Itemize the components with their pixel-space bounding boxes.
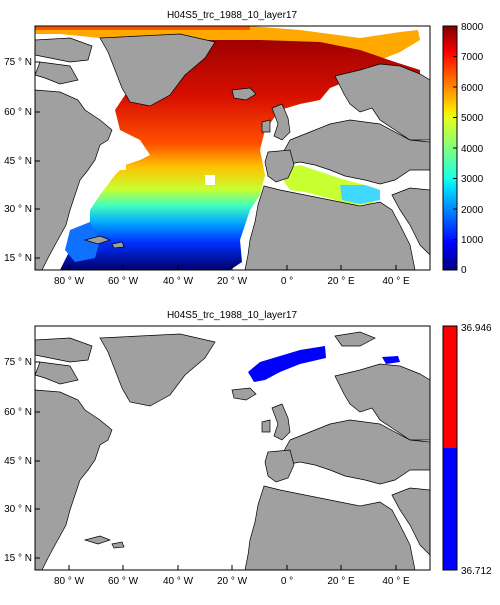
lat-tick-label: 15 ° N — [4, 553, 32, 564]
lat-tick-label: 60 ° N — [4, 107, 32, 118]
colorbar-tick-label: 1000 — [461, 235, 484, 246]
lon-tick-label: 80 ° W — [54, 576, 85, 587]
lon-tick-label: 40 ° W — [163, 576, 194, 587]
lat-tick-label: 75 ° N — [4, 57, 32, 68]
latitude-ticks: 75 ° N 60 ° N 45 ° N 30 ° N 15 ° N — [4, 57, 40, 264]
colorbar-tick-label: 0 — [461, 265, 467, 276]
longitude-ticks: 80 ° W 60 ° W 40 ° W 20 ° W 0 ° 20 ° E 4… — [54, 565, 410, 587]
land — [35, 331, 430, 570]
lat-tick-label: 75 ° N — [4, 357, 32, 368]
lon-tick-label: 20 ° W — [217, 276, 248, 287]
colorbar-tick-label: 3000 — [461, 174, 484, 185]
colorbar: 36.946 36.712 — [442, 323, 492, 577]
lon-tick-label: 20 ° W — [217, 576, 248, 587]
colorbar-min-label: 36.712 — [461, 566, 492, 577]
lat-tick-label: 45 ° N — [4, 456, 32, 467]
lat-tick-label: 30 ° N — [4, 504, 32, 515]
map-title: H04S5_trc_1988_10_layer17 — [167, 310, 298, 321]
lat-tick-label: 30 ° N — [4, 204, 32, 215]
longitude-ticks: 80 ° W 60 ° W 40 ° W 20 ° W 0 ° 20 ° E 4… — [54, 265, 410, 287]
lon-tick-label: 60 ° W — [108, 276, 139, 287]
colorbar-tick-label: 6000 — [461, 83, 484, 94]
lon-tick-label: 20 ° E — [327, 276, 355, 287]
colorbar-tick-label: 8000 — [461, 22, 484, 33]
lon-tick-label: 40 ° E — [382, 576, 410, 587]
map-area — [35, 26, 430, 270]
lon-tick-label: 40 ° E — [382, 276, 410, 287]
colorbar-max-label: 36.946 — [461, 323, 492, 334]
land — [35, 33, 430, 270]
map-panel-top: H04S5_trc_1988_10_layer17 — [4, 10, 484, 287]
lon-tick-label: 0 ° — [281, 576, 293, 587]
latitude-ticks: 75 ° N 60 ° N 45 ° N 30 ° N 15 ° N — [4, 357, 40, 564]
lon-tick-label: 20 ° E — [327, 576, 355, 587]
colorbar-tick-label: 4000 — [461, 144, 484, 155]
colorbar-tick-label: 7000 — [461, 52, 484, 63]
lat-tick-label: 60 ° N — [4, 407, 32, 418]
lon-tick-label: 0 ° — [281, 276, 293, 287]
lon-tick-label: 40 ° W — [163, 276, 194, 287]
colorbar-class-high — [443, 326, 457, 448]
colorbar-class-low — [443, 448, 457, 570]
colorbar-frame — [442, 325, 458, 571]
lon-tick-label: 60 ° W — [108, 576, 139, 587]
map-title: H04S5_trc_1988_10_layer17 — [167, 10, 298, 21]
data-field — [248, 346, 400, 382]
lat-tick-label: 45 ° N — [4, 156, 32, 167]
lat-tick-label: 15 ° N — [4, 253, 32, 264]
colorbar-tick-label: 2000 — [461, 205, 484, 216]
colorbar: 8000 7000 6000 5000 4000 3000 2000 1000 … — [442, 22, 484, 276]
colorbar-tick-label: 5000 — [461, 113, 484, 124]
map-area — [35, 326, 430, 570]
map-panel-bottom: H04S5_trc_1988_10_layer17 — [4, 310, 492, 587]
lon-tick-label: 80 ° W — [54, 276, 85, 287]
